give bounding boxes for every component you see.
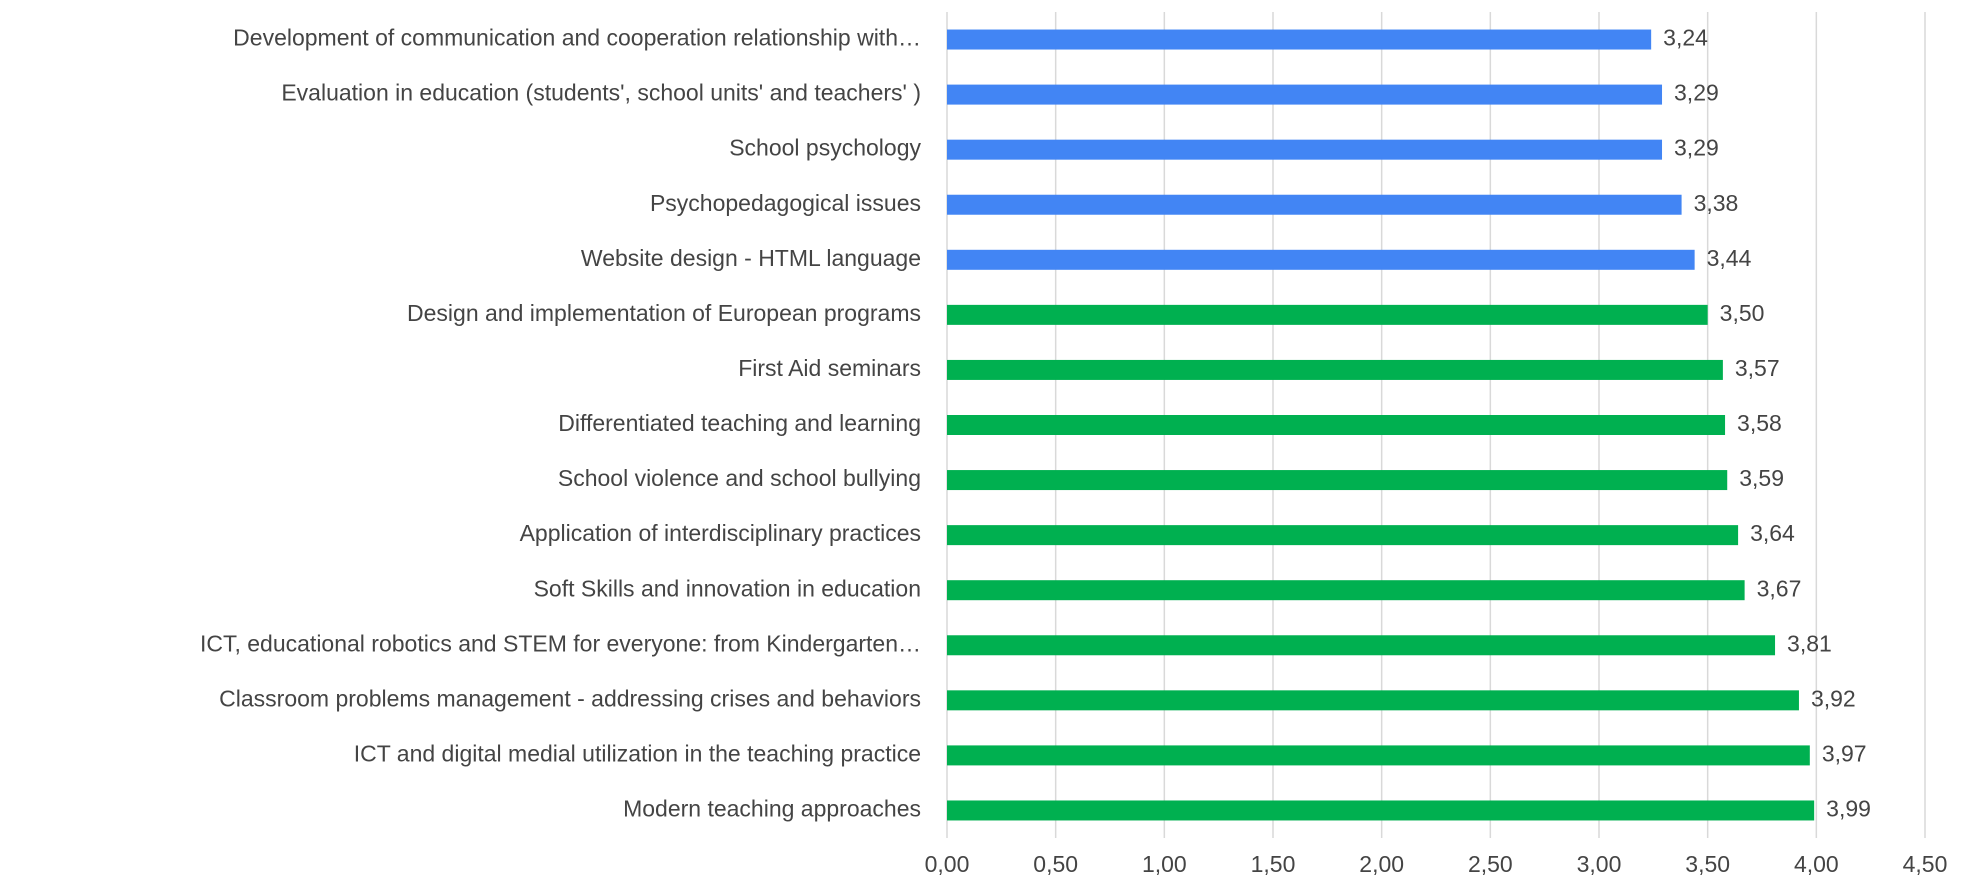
value-label: 3,24 bbox=[1663, 25, 1708, 51]
bar bbox=[947, 470, 1728, 491]
x-tick-label: 2,00 bbox=[1359, 851, 1404, 877]
bar bbox=[947, 690, 1799, 711]
x-tick-label: 4,00 bbox=[1794, 851, 1839, 877]
value-label: 3,99 bbox=[1826, 796, 1871, 822]
category-label: ICT, educational robotics and STEM for e… bbox=[200, 630, 921, 656]
category-label: Application of interdisciplinary practic… bbox=[520, 520, 921, 546]
category-label: Modern teaching approaches bbox=[623, 796, 921, 822]
category-label: Soft Skills and innovation in education bbox=[534, 575, 921, 601]
value-label: 3,97 bbox=[1822, 740, 1867, 766]
value-label: 3,50 bbox=[1720, 300, 1765, 326]
category-label: Differentiated teaching and learning bbox=[558, 410, 921, 436]
bar bbox=[947, 415, 1726, 435]
category-label: ICT and digital medial utilization in th… bbox=[354, 740, 921, 766]
category-label: School violence and school bullying bbox=[558, 465, 921, 491]
category-label: First Aid seminars bbox=[738, 355, 921, 381]
category-label: School psychology bbox=[729, 135, 921, 161]
value-label: 3,81 bbox=[1787, 630, 1832, 656]
value-label: 3,67 bbox=[1757, 575, 1802, 601]
value-label: 3,29 bbox=[1674, 80, 1719, 106]
x-tick-label: 0,00 bbox=[925, 851, 970, 877]
category-label: Evaluation in education (students', scho… bbox=[281, 80, 921, 106]
value-label: 3,59 bbox=[1739, 465, 1784, 491]
bar bbox=[947, 525, 1739, 546]
bar bbox=[947, 29, 1652, 50]
x-tick-label: 3,50 bbox=[1685, 851, 1730, 877]
bar bbox=[947, 580, 1745, 601]
x-tick-label: 1,50 bbox=[1251, 851, 1296, 877]
category-label: Classroom problems management - addressi… bbox=[219, 685, 921, 711]
category-label: Website design - HTML language bbox=[581, 245, 921, 271]
value-label: 3,92 bbox=[1811, 685, 1856, 711]
bar bbox=[947, 249, 1695, 270]
bar bbox=[947, 635, 1776, 656]
x-tick-label: 2,50 bbox=[1468, 851, 1513, 877]
x-tick-label: 4,50 bbox=[1903, 851, 1948, 877]
value-label: 3,29 bbox=[1674, 135, 1719, 161]
value-label: 3,38 bbox=[1694, 190, 1739, 216]
category-label: Design and implementation of European pr… bbox=[407, 300, 921, 326]
bar bbox=[947, 800, 1815, 821]
category-label: Psychopedagogical issues bbox=[650, 190, 921, 216]
x-tick-label: 1,00 bbox=[1142, 851, 1187, 877]
bar bbox=[947, 84, 1663, 105]
bar bbox=[947, 304, 1708, 325]
x-tick-label: 3,00 bbox=[1577, 851, 1622, 877]
x-tick-label: 0,50 bbox=[1033, 851, 1078, 877]
bar bbox=[947, 745, 1810, 766]
value-label: 3,44 bbox=[1707, 245, 1752, 271]
value-label: 3,58 bbox=[1737, 410, 1782, 436]
category-label: Development of communication and coopera… bbox=[233, 25, 921, 51]
value-label: 3,64 bbox=[1750, 520, 1795, 546]
bar bbox=[947, 194, 1682, 215]
value-label: 3,57 bbox=[1735, 355, 1780, 381]
bar bbox=[947, 139, 1663, 160]
bar bbox=[947, 359, 1723, 380]
